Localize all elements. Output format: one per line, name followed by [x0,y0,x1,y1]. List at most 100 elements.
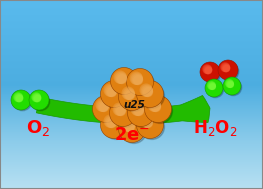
Circle shape [106,117,117,128]
Circle shape [114,71,138,95]
Circle shape [140,84,164,108]
Circle shape [34,95,41,102]
Circle shape [209,83,216,90]
Circle shape [218,60,238,80]
Circle shape [103,84,117,97]
Circle shape [204,66,212,74]
Circle shape [223,77,241,95]
Circle shape [143,118,153,128]
Circle shape [113,102,126,116]
Circle shape [119,115,145,143]
Circle shape [125,90,135,100]
Circle shape [220,62,230,72]
Circle shape [136,112,164,139]
Circle shape [31,92,41,102]
Circle shape [117,74,127,84]
Circle shape [209,83,216,90]
Circle shape [31,92,50,111]
Circle shape [116,106,126,116]
Circle shape [130,102,144,116]
Circle shape [200,62,220,82]
Circle shape [131,103,155,127]
Circle shape [98,101,109,112]
Circle shape [15,94,23,102]
Circle shape [122,119,146,143]
Circle shape [128,99,154,126]
Circle shape [123,120,135,132]
Circle shape [226,81,234,88]
Circle shape [104,115,128,139]
Circle shape [100,81,128,108]
Circle shape [115,72,127,84]
Circle shape [203,65,212,74]
Circle shape [114,104,126,116]
Circle shape [103,115,117,128]
Circle shape [134,106,144,116]
Circle shape [107,118,117,128]
Circle shape [222,64,230,72]
Circle shape [14,93,23,102]
Circle shape [110,67,138,94]
Circle shape [142,86,153,97]
Circle shape [115,105,126,116]
Circle shape [207,81,224,98]
Circle shape [225,79,242,96]
Circle shape [104,84,128,108]
Circle shape [100,112,128,139]
Circle shape [122,87,135,100]
Circle shape [127,68,154,95]
Circle shape [223,65,230,72]
Text: O$_2$: O$_2$ [26,118,50,138]
Circle shape [148,98,161,112]
Circle shape [226,80,234,88]
Circle shape [133,75,143,85]
Circle shape [33,94,41,102]
Circle shape [139,115,153,128]
Circle shape [122,119,135,132]
Circle shape [220,62,239,81]
Circle shape [149,100,161,112]
Circle shape [227,81,234,88]
PathPatch shape [36,95,210,124]
Circle shape [93,95,119,122]
Circle shape [124,121,135,132]
Circle shape [225,79,234,88]
Circle shape [97,100,109,112]
Text: 2e$^{-}$: 2e$^{-}$ [114,126,150,144]
Circle shape [130,72,154,96]
Circle shape [122,87,146,112]
Circle shape [202,64,221,83]
Circle shape [124,89,135,100]
Circle shape [208,82,216,90]
Circle shape [151,102,161,112]
Circle shape [205,67,213,74]
Circle shape [95,98,109,112]
Circle shape [132,104,144,116]
Circle shape [13,92,32,111]
Circle shape [139,84,153,97]
Circle shape [11,90,31,110]
Circle shape [113,103,138,127]
Circle shape [96,99,120,123]
Circle shape [221,63,230,72]
Circle shape [202,64,212,74]
Circle shape [143,87,153,97]
Circle shape [207,81,216,90]
Circle shape [106,86,117,97]
Circle shape [131,73,143,85]
Circle shape [105,116,117,128]
Circle shape [32,93,41,102]
Circle shape [136,81,164,108]
Circle shape [13,92,23,102]
Circle shape [133,105,144,116]
Circle shape [125,122,135,132]
Circle shape [109,99,136,126]
Circle shape [123,88,135,100]
Circle shape [105,85,117,97]
Text: H$_2$O$_2$: H$_2$O$_2$ [193,118,237,138]
Circle shape [150,101,161,112]
Circle shape [113,70,127,84]
Circle shape [142,117,153,128]
Circle shape [16,95,23,102]
Circle shape [140,115,164,139]
